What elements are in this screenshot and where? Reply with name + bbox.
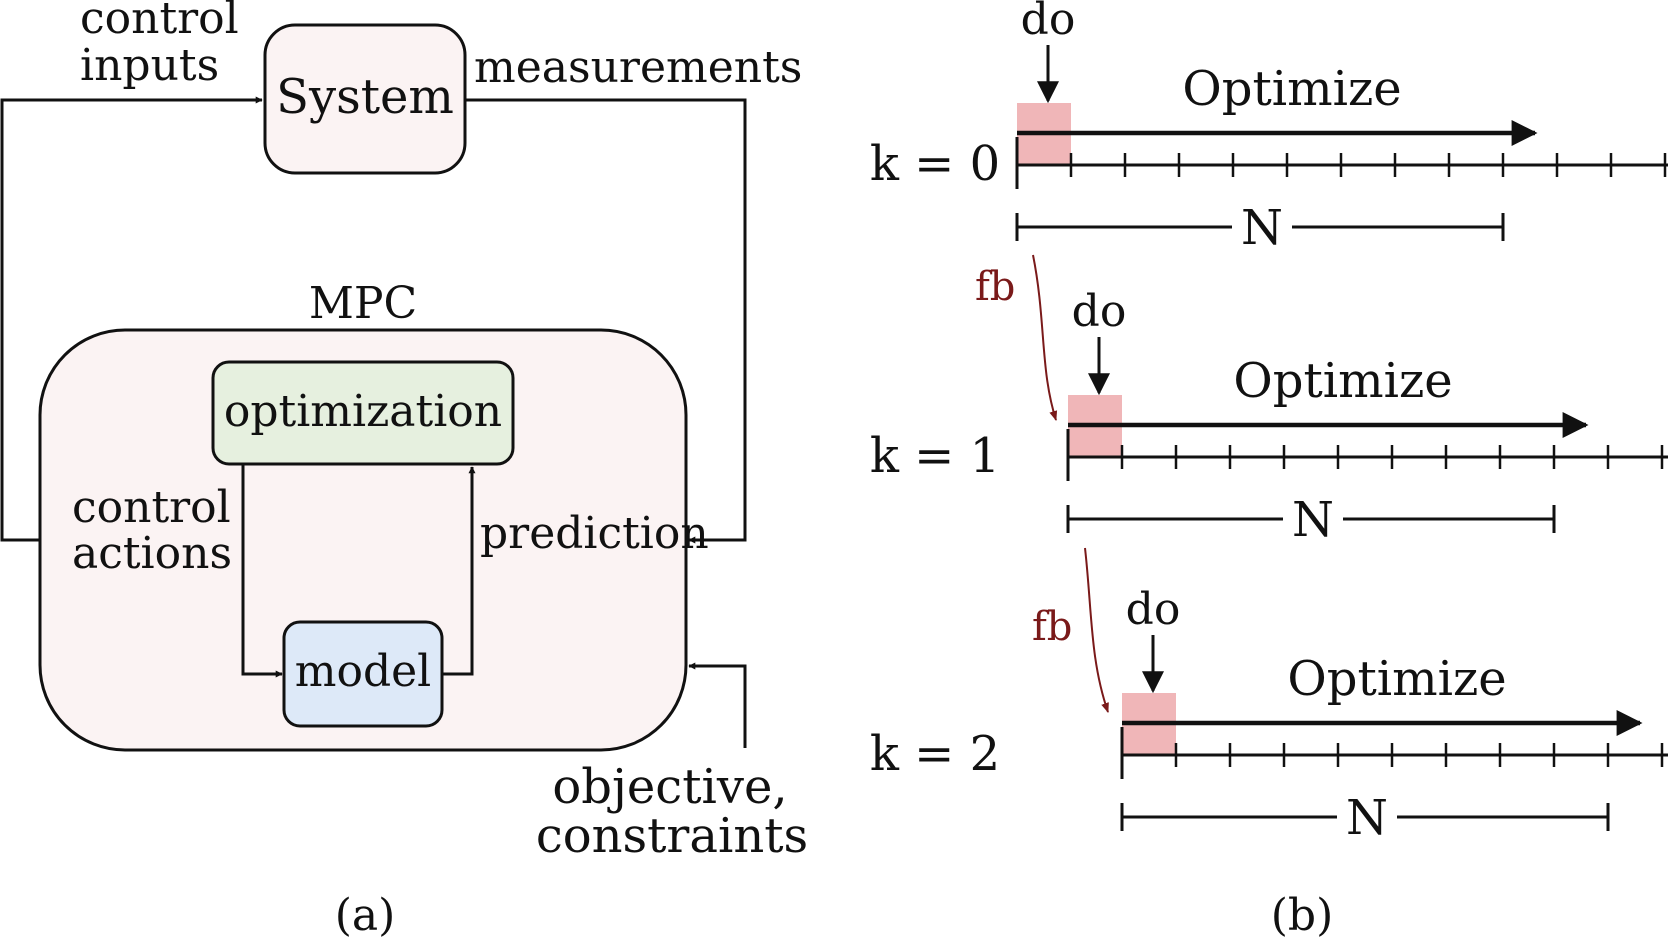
objective-line1: objective, — [552, 759, 787, 815]
objective-line2: constraints — [536, 808, 808, 864]
row-2-optimize-label: Optimize — [1287, 651, 1506, 707]
row-1-horizon-label: N — [1292, 492, 1334, 548]
feedback-arrow-1 — [1084, 547, 1109, 713]
row-1-optimize-label: Optimize — [1233, 353, 1452, 409]
row-0-do-label: do — [1021, 0, 1076, 45]
control-inputs-line1: control — [80, 0, 239, 44]
optimization-to-model-arrow — [241, 464, 283, 678]
row-2-horizon-label: N — [1346, 790, 1388, 846]
prediction-label: prediction — [480, 508, 709, 559]
measurements-label: measurements — [474, 42, 802, 93]
control-actions-line2: actions — [72, 528, 232, 579]
caption-a: (a) — [335, 890, 396, 941]
objective-arrow — [688, 662, 747, 748]
control-inputs-line2: inputs — [80, 40, 219, 91]
panel-a: System MPC optimization model prediction… — [0, 0, 808, 941]
row-2-k-label: k = 2 — [870, 726, 1000, 782]
mpc-label: MPC — [309, 278, 417, 329]
panel-b: Optimize do k = 0 N Optimize do k = 1 N Optimize… — [870, 0, 1668, 846]
feedback-label-1: fb — [1032, 604, 1072, 650]
optimization-box — [211, 360, 515, 466]
system-label: System — [276, 69, 454, 125]
row-2-do-label: do — [1126, 584, 1181, 635]
model-label: model — [295, 646, 432, 697]
feedback-label-0: fb — [975, 264, 1015, 310]
row-0-optimize-label: Optimize — [1182, 61, 1401, 117]
control-inputs-arrow — [0, 96, 263, 542]
row-0-horizon-label: N — [1241, 200, 1283, 256]
row-0-k-label: k = 0 — [870, 136, 1000, 192]
optimization-label: optimization — [224, 386, 502, 437]
feedback-arrow-0 — [1032, 254, 1058, 421]
row-1-k-label: k = 1 — [870, 428, 1000, 484]
caption-b: (b) — [1271, 890, 1334, 941]
row-1-do-label: do — [1072, 286, 1127, 337]
control-actions-line1: control — [72, 482, 231, 533]
measurements-arrow — [465, 98, 747, 544]
model-to-optimization-arrow — [442, 466, 476, 676]
